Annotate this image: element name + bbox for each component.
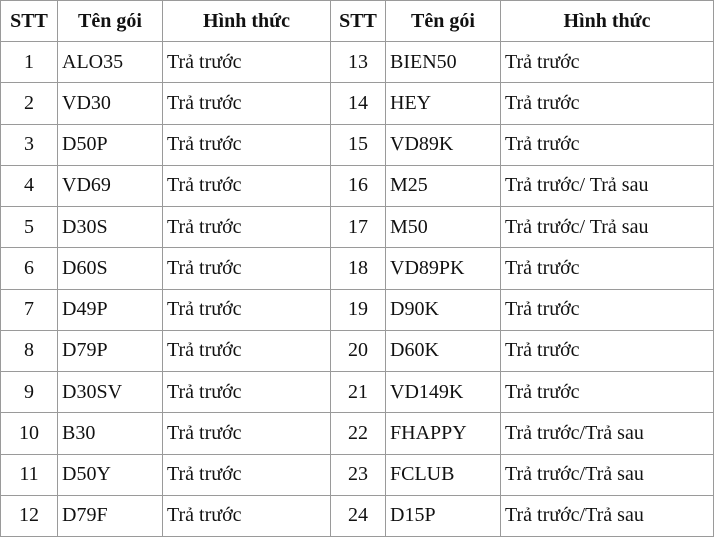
package-cell: FCLUB — [385, 453, 501, 496]
package-cell: D50Y — [57, 453, 163, 496]
index-cell: 11 — [0, 453, 58, 496]
index-cell: 23 — [330, 453, 386, 496]
table-body: 1 ALO35 Trả trước 13 BIEN50 Trả trước 2 VD30 Trả… — [0, 40, 714, 538]
package-cell: VD30 — [57, 82, 163, 125]
index-cell: 1 — [0, 40, 58, 84]
index-cell: 6 — [0, 247, 58, 290]
type-cell: Trả trước — [162, 247, 331, 290]
index-cell: 17 — [330, 205, 386, 249]
index-cell: 3 — [0, 123, 58, 166]
package-cell: D49P — [57, 288, 163, 331]
index-cell: 14 — [330, 82, 386, 125]
package-cell: VD89PK — [385, 247, 501, 290]
package-cell: D30SV — [57, 370, 163, 414]
index-cell: 4 — [0, 164, 58, 208]
header-cell: Tên gói — [385, 0, 501, 42]
package-cell: BIEN50 — [385, 40, 501, 84]
table-row: 10 B30 Trả trước 22 FHAPPY Trả trước/Trả sau — [0, 412, 714, 455]
index-cell: 18 — [330, 247, 386, 290]
type-cell: Trả trước/ Trả sau — [500, 164, 714, 208]
table-row: 11 D50Y Trả trước 23 FCLUB Trả trước/Trả sau — [0, 453, 714, 496]
type-cell: Trả trước — [500, 40, 714, 84]
index-cell: 9 — [0, 370, 58, 414]
index-cell: 10 — [0, 412, 58, 455]
type-cell: Trả trước — [500, 247, 714, 290]
table-row: 6 D60S Trả trước 18 VD89PK Trả trước — [0, 247, 714, 290]
package-cell: D79P — [57, 329, 163, 373]
index-cell: 12 — [0, 494, 58, 538]
package-cell: D15P — [385, 494, 501, 538]
package-cell: D79F — [57, 494, 163, 538]
header-cell: Hình thức — [162, 0, 331, 42]
index-cell: 20 — [330, 329, 386, 373]
header-cell: Hình thức — [500, 0, 714, 42]
type-cell: Trả trước — [500, 370, 714, 414]
table-row: 3 D50P Trả trước 15 VD89K Trả trước — [0, 123, 714, 166]
index-cell: 13 — [330, 40, 386, 84]
type-cell: Trả trước — [500, 288, 714, 331]
index-cell: 22 — [330, 412, 386, 455]
type-cell: Trả trước — [162, 123, 331, 166]
index-cell: 21 — [330, 370, 386, 414]
index-cell: 2 — [0, 82, 58, 125]
type-cell: Trả trước — [500, 329, 714, 373]
index-cell: 24 — [330, 494, 386, 538]
type-cell: Trả trước — [500, 82, 714, 125]
package-cell: M25 — [385, 164, 501, 208]
index-cell: 7 — [0, 288, 58, 331]
index-cell: 19 — [330, 288, 386, 331]
type-cell: Trả trước — [162, 40, 331, 84]
index-cell: 15 — [330, 123, 386, 166]
type-cell: Trả trước — [162, 164, 331, 208]
package-cell: VD69 — [57, 164, 163, 208]
table-row: 12 D79F Trả trước 24 D15P Trả trước/Trả sau — [0, 494, 714, 538]
type-cell: Trả trước — [162, 453, 331, 496]
package-cell: M50 — [385, 205, 501, 249]
header-cell: STT — [0, 0, 58, 42]
header-cell: Tên gói — [57, 0, 163, 42]
index-cell: 16 — [330, 164, 386, 208]
table-row: 1 ALO35 Trả trước 13 BIEN50 Trả trước — [0, 40, 714, 84]
package-cell: D50P — [57, 123, 163, 166]
table-row: 8 D79P Trả trước 20 D60K Trả trước — [0, 329, 714, 373]
type-cell: Trả trước/Trả sau — [500, 453, 714, 496]
package-cell: ALO35 — [57, 40, 163, 84]
table-row: 2 VD30 Trả trước 14 HEY Trả trước — [0, 82, 714, 125]
type-cell: Trả trước/Trả sau — [500, 412, 714, 455]
package-cell: VD149K — [385, 370, 501, 414]
package-cell: D60K — [385, 329, 501, 373]
type-cell: Trả trước/ Trả sau — [500, 205, 714, 249]
package-cell: VD89K — [385, 123, 501, 166]
package-cell: FHAPPY — [385, 412, 501, 455]
type-cell: Trả trước — [162, 329, 331, 373]
type-cell: Trả trước — [162, 205, 331, 249]
header-row: STT Tên gói Hình thức STT Tên gói Hình thức — [0, 0, 714, 42]
table-row: 7 D49P Trả trước 19 D90K Trả trước — [0, 288, 714, 331]
type-cell: Trả trước — [162, 412, 331, 455]
package-cell: B30 — [57, 412, 163, 455]
table-row: 4 VD69 Trả trước 16 M25 Trả trước/ Trả sau — [0, 164, 714, 208]
package-cell: HEY — [385, 82, 501, 125]
package-cell: D60S — [57, 247, 163, 290]
package-cell: D30S — [57, 205, 163, 249]
type-cell: Trả trước/Trả sau — [500, 494, 714, 538]
header-cell: STT — [330, 0, 386, 42]
type-cell: Trả trước — [500, 123, 714, 166]
index-cell: 5 — [0, 205, 58, 249]
type-cell: Trả trước — [162, 82, 331, 125]
type-cell: Trả trước — [162, 370, 331, 414]
package-cell: D90K — [385, 288, 501, 331]
table-row: 9 D30SV Trả trước 21 VD149K Trả trước — [0, 370, 714, 414]
table-row: 5 D30S Trả trước 17 M50 Trả trước/ Trả sau — [0, 205, 714, 249]
type-cell: Trả trước — [162, 288, 331, 331]
type-cell: Trả trước — [162, 494, 331, 538]
index-cell: 8 — [0, 329, 58, 373]
